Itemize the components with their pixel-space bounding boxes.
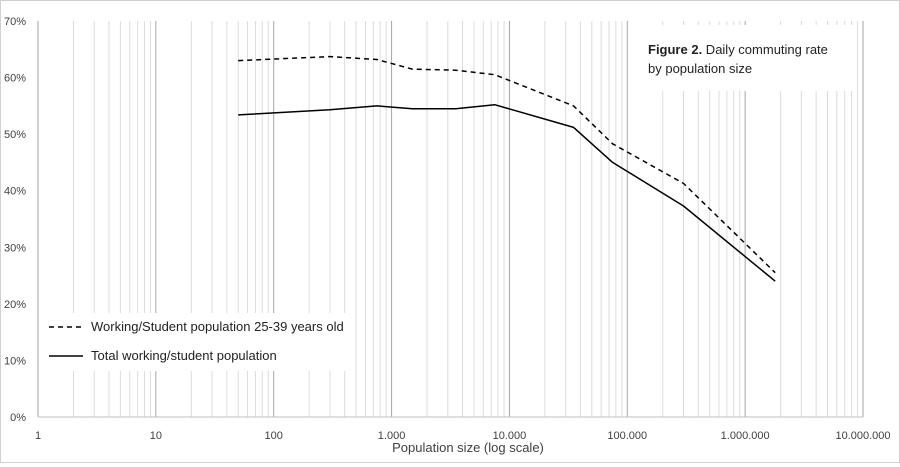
x-tick-label: 10 xyxy=(150,430,162,442)
x-tick-label: 100.000 xyxy=(607,430,647,442)
x-tick-labels: 1 10 100 1.000 10.000 100.000 1.000.000 10.000.… xyxy=(35,430,891,442)
annotation-box: Figure 2. Daily commuting rate by popula… xyxy=(631,25,856,91)
y-tick-label: 20% xyxy=(4,299,26,311)
y-tick-label: 50% xyxy=(4,129,26,141)
annotation-line-1: Figure 2. Daily commuting rate xyxy=(648,42,828,57)
series-line-total-solid xyxy=(238,103,776,282)
annotation-text-1: Daily commuting rate xyxy=(702,42,828,57)
y-tick-label: 0% xyxy=(10,412,26,424)
x-tick-label: 1.000.000 xyxy=(721,430,770,442)
y-tick-label: 30% xyxy=(4,242,26,254)
x-tick-label: 10.000 xyxy=(493,430,527,442)
x-axis-label: Population size (log scale) xyxy=(392,440,544,455)
x-tick-label: 1.000 xyxy=(378,430,406,442)
legend: Working/Student population 25-39 years o… xyxy=(41,313,353,371)
y-tick-labels: 0% 10% 20% 30% 40% 50% 60% 70% xyxy=(4,16,26,424)
legend-entry-total: Total working/student population xyxy=(91,348,277,363)
y-tick-label: 40% xyxy=(4,186,26,198)
y-tick-label: 60% xyxy=(4,73,26,85)
annotation-bold: Figure 2. xyxy=(648,42,702,57)
y-tick-label: 70% xyxy=(4,16,26,28)
x-tick-label: 100 xyxy=(265,430,283,442)
x-tick-label: 10.000.000 xyxy=(835,430,890,442)
x-tick-label: 1 xyxy=(35,430,41,442)
legend-entry-25-39: Working/Student population 25-39 years o… xyxy=(91,319,344,334)
series-lines xyxy=(238,55,776,282)
annotation-line-2: by population size xyxy=(648,61,752,76)
series-line-25-39-dashed xyxy=(238,55,776,274)
y-tick-label: 10% xyxy=(4,355,26,367)
